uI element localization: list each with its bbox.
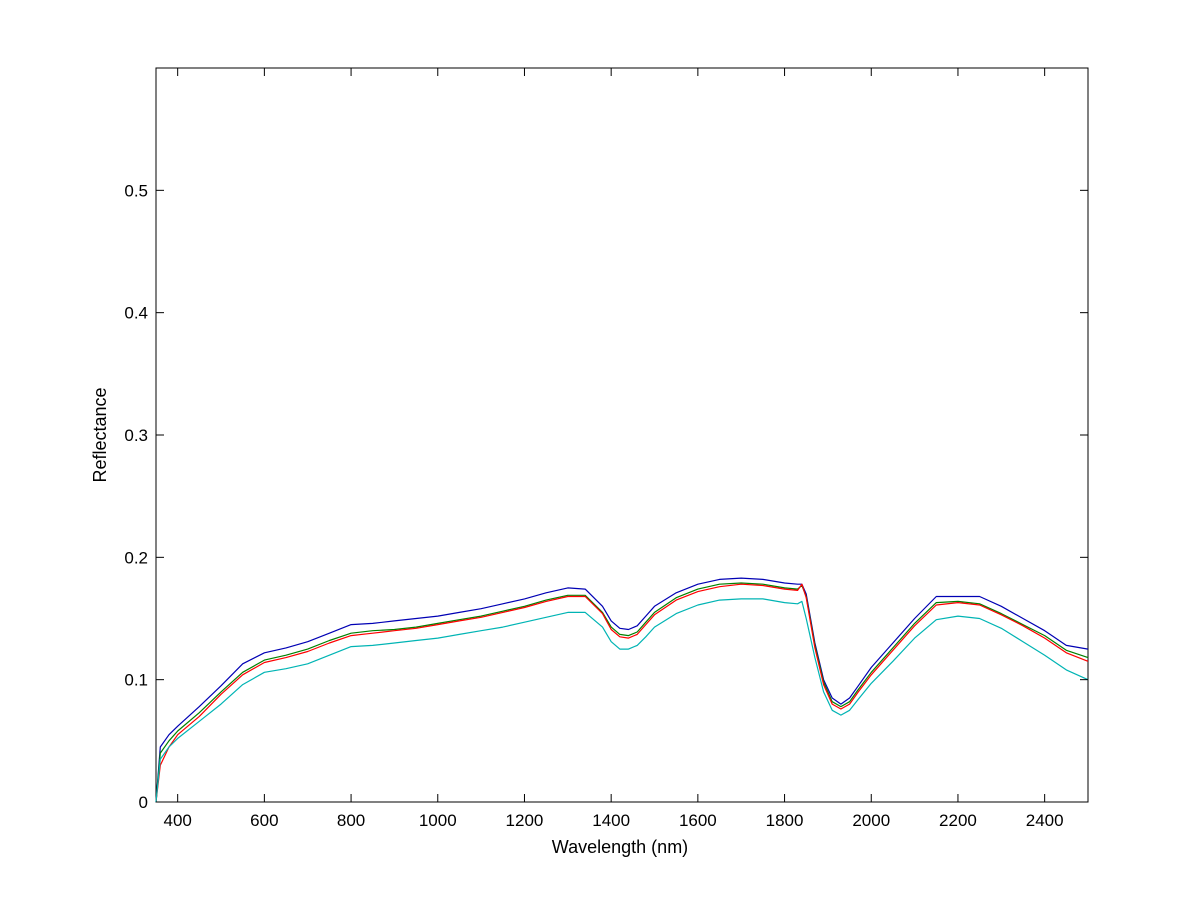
- x-tick-label: 1600: [679, 811, 717, 830]
- x-tick-label: 800: [337, 811, 365, 830]
- x-tick-label: 1000: [419, 811, 457, 830]
- series-line-1: [155, 577, 1089, 803]
- x-tick-label: 1200: [506, 811, 544, 830]
- ticks-layer: 400 600 800 1000 1200 1400 1600 1800 2000 2200 240…: [124, 68, 1088, 830]
- y-tick-label: 0.5: [124, 181, 148, 200]
- series-layer: [155, 577, 1089, 803]
- x-tick-label: 2200: [939, 811, 977, 830]
- x-tick-label: 400: [163, 811, 191, 830]
- x-axis-label: Wavelength (nm): [552, 837, 688, 857]
- series-line-2: [155, 582, 1089, 803]
- x-tick-label: 1400: [592, 811, 630, 830]
- y-tick-label: 0.1: [124, 671, 148, 690]
- x-tick-label: 2000: [852, 811, 890, 830]
- series-line-3: [155, 583, 1089, 803]
- x-tick-label: 600: [250, 811, 278, 830]
- y-axis-label: Reflectance: [90, 387, 110, 482]
- y-tick-label: 0.2: [124, 548, 148, 567]
- plot-area: [155, 67, 1089, 803]
- x-tick-label: 1800: [766, 811, 804, 830]
- series-line-4: [155, 598, 1089, 803]
- y-tick-label: 0.3: [124, 426, 148, 445]
- x-tick-label: 2400: [1026, 811, 1064, 830]
- y-tick-label: 0.4: [124, 304, 148, 323]
- y-tick-label: 0: [139, 793, 148, 812]
